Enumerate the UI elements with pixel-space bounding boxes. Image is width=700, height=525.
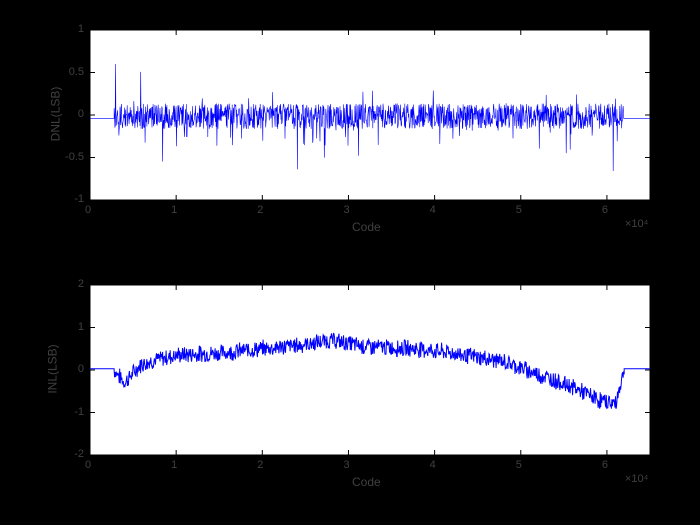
y-tick-label: 2 (78, 278, 84, 290)
y-tick-label: -1 (74, 406, 84, 418)
inl-x-exponent: ×10⁴ (625, 473, 648, 485)
y-tick-label: 1 (78, 321, 84, 333)
y-tick-label: -2 (74, 448, 84, 460)
x-tick-label: 3 (343, 459, 349, 471)
x-tick-label: 0 (85, 459, 91, 471)
x-tick-label: 4 (430, 459, 436, 471)
x-tick-label: 5 (516, 459, 522, 471)
x-tick-label: 6 (602, 459, 608, 471)
x-tick-label: 2 (257, 459, 263, 471)
y-tick-label: 0 (78, 363, 84, 375)
inl-chart-svg (0, 0, 700, 525)
x-tick-label: 1 (171, 459, 177, 471)
inl-xlabel: Code (352, 475, 381, 489)
inl-ylabel: INL(LSB) (46, 344, 60, 393)
